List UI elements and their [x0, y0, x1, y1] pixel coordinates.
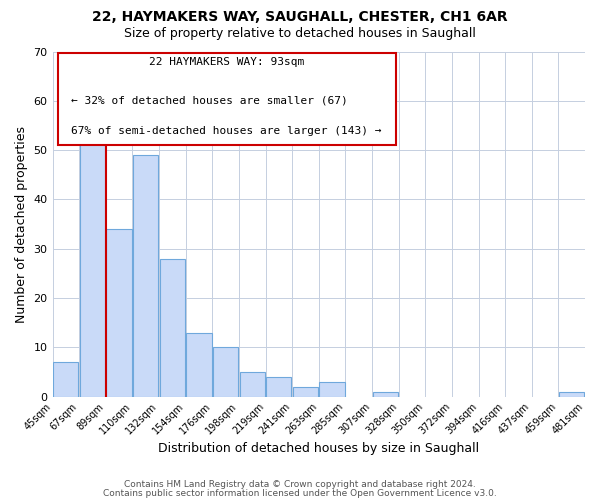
Bar [559, 392, 584, 396]
Bar [160, 258, 185, 396]
Text: ← 32% of detached houses are smaller (67): ← 32% of detached houses are smaller (67… [71, 96, 348, 106]
Text: Contains public sector information licensed under the Open Government Licence v3: Contains public sector information licen… [103, 489, 497, 498]
Text: Size of property relative to detached houses in Saughall: Size of property relative to detached ho… [124, 28, 476, 40]
Bar [53, 362, 79, 396]
Bar [133, 155, 158, 396]
FancyBboxPatch shape [58, 53, 396, 144]
Bar [187, 332, 212, 396]
Bar [213, 348, 238, 397]
Bar [106, 229, 132, 396]
Bar [239, 372, 265, 396]
Text: 22 HAYMAKERS WAY: 93sqm: 22 HAYMAKERS WAY: 93sqm [149, 58, 305, 68]
Bar [373, 392, 398, 396]
Bar [266, 377, 292, 396]
Text: 67% of semi-detached houses are larger (143) →: 67% of semi-detached houses are larger (… [71, 126, 382, 136]
Text: 22, HAYMAKERS WAY, SAUGHALL, CHESTER, CH1 6AR: 22, HAYMAKERS WAY, SAUGHALL, CHESTER, CH… [92, 10, 508, 24]
Bar [80, 120, 105, 396]
X-axis label: Distribution of detached houses by size in Saughall: Distribution of detached houses by size … [158, 442, 479, 455]
Bar [293, 387, 318, 396]
Text: Contains HM Land Registry data © Crown copyright and database right 2024.: Contains HM Land Registry data © Crown c… [124, 480, 476, 489]
Y-axis label: Number of detached properties: Number of detached properties [15, 126, 28, 322]
Bar [319, 382, 345, 396]
